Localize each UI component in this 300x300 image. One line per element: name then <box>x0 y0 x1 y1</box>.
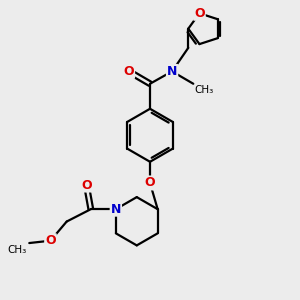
Text: O: O <box>45 234 56 247</box>
Text: CH₃: CH₃ <box>195 85 214 95</box>
Text: O: O <box>81 178 92 191</box>
Text: O: O <box>124 65 134 78</box>
Text: N: N <box>167 65 177 78</box>
Text: O: O <box>145 176 155 190</box>
Text: N: N <box>111 203 121 216</box>
Text: CH₃: CH₃ <box>8 245 27 255</box>
Text: O: O <box>194 7 205 20</box>
